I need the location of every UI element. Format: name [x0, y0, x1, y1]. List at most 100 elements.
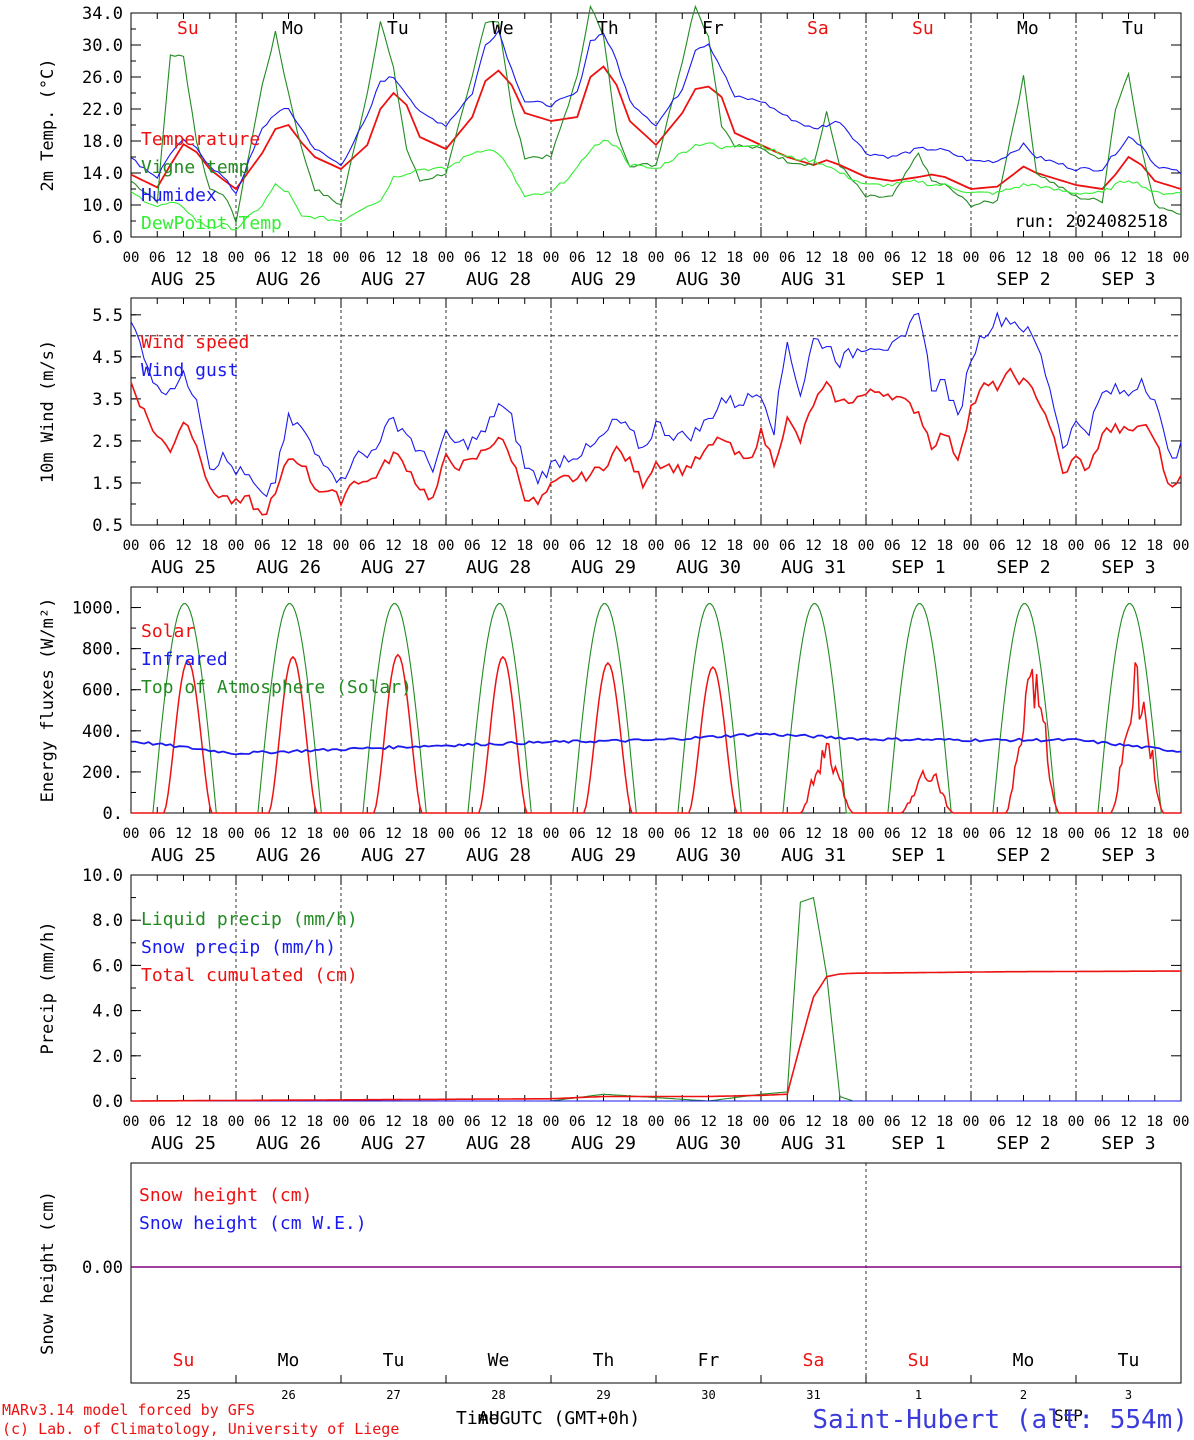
y-tick-label: 2.5 — [92, 432, 123, 452]
hour-tick-label: 06 — [1094, 538, 1111, 554]
hour-tick-label: 12 — [910, 538, 927, 554]
hour-tick-label: 18 — [726, 1114, 743, 1130]
hour-tick-label: 18 — [621, 250, 638, 266]
hour-tick-label: 00 — [438, 538, 455, 554]
date-label: AUG 29 — [571, 1133, 636, 1154]
hour-tick-label: 00 — [438, 1114, 455, 1130]
date-label: SEP 3 — [1101, 269, 1155, 290]
model-credit: MARv3.14 model forced by GFS — [2, 1401, 255, 1419]
hour-tick-label: 00 — [543, 250, 560, 266]
weekday-label: We — [488, 1350, 510, 1371]
hour-tick-label: 00 — [963, 826, 980, 842]
y-tick-label: 30.0 — [82, 36, 123, 56]
day-number-label: 3 — [1125, 1388, 1132, 1402]
hour-tick-label: 12 — [175, 826, 192, 842]
series-line-3 — [130, 139, 1182, 231]
date-label: AUG 29 — [571, 557, 636, 578]
date-label: AUG 27 — [361, 1133, 426, 1154]
hour-tick-label: 06 — [359, 538, 376, 554]
series-line-1 — [130, 4, 1182, 225]
hour-tick-label: 12 — [700, 250, 717, 266]
y-tick-label: 0.5 — [92, 516, 123, 536]
y-tick-label: 0.00 — [82, 1258, 123, 1278]
hour-tick-label: 00 — [228, 826, 245, 842]
energy-panel: 0. 200. 400. 600. 800. 1000. Energy fluxes (W/… — [38, 586, 1190, 866]
date-label: AUG 25 — [151, 269, 216, 290]
hour-tick-label: 18 — [306, 538, 323, 554]
hour-tick-label: 18 — [201, 1114, 218, 1130]
legend-entry: Liquid precip (mm/h) — [141, 909, 358, 930]
hour-tick-label: 00 — [1068, 1114, 1085, 1130]
y-tick-label: 200. — [82, 763, 123, 783]
hour-tick-label: 06 — [359, 826, 376, 842]
hour-tick-label: 00 — [1068, 826, 1085, 842]
hour-tick-label: 06 — [254, 826, 271, 842]
hour-tick-label: 06 — [779, 826, 796, 842]
hour-tick-label: 06 — [674, 250, 691, 266]
day-number-label: 1 — [915, 1388, 922, 1402]
hour-tick-label: 00 — [333, 538, 350, 554]
hour-tick-label: 12 — [700, 1114, 717, 1130]
legend-entry: Solar — [141, 621, 195, 642]
hour-tick-label: 12 — [1015, 1114, 1032, 1130]
date-label: SEP 3 — [1101, 845, 1155, 866]
date-label: SEP 3 — [1101, 1133, 1155, 1154]
weekday-label: Mo — [282, 18, 304, 39]
hour-tick-label: 00 — [543, 826, 560, 842]
hour-tick-label: 00 — [123, 1114, 140, 1130]
hour-tick-label: 18 — [1041, 250, 1058, 266]
hour-tick-label: 06 — [989, 826, 1006, 842]
y-tick-label: 6.0 — [92, 228, 123, 248]
hour-tick-label: 18 — [516, 250, 533, 266]
date-label: AUG 26 — [256, 1133, 321, 1154]
legend-entry: DewPoint Temp — [141, 213, 282, 234]
hour-tick-label: 00 — [228, 538, 245, 554]
hour-tick-label: 18 — [306, 826, 323, 842]
hour-tick-label: 12 — [1015, 826, 1032, 842]
hour-tick-label: 00 — [123, 826, 140, 842]
hour-tick-label: 00 — [858, 538, 875, 554]
hour-tick-label: 18 — [831, 538, 848, 554]
y-tick-label: 10.0 — [82, 866, 123, 886]
hour-tick-label: 12 — [1015, 250, 1032, 266]
hour-tick-label: 06 — [779, 250, 796, 266]
y-axis-label: Energy fluxes (W/m²) — [38, 598, 58, 803]
y-tick-label: 10.0 — [82, 196, 123, 216]
hour-tick-label: 18 — [1146, 826, 1163, 842]
legend-entry: Top of Atmosphere (Solar) — [141, 677, 412, 698]
weekday-label: We — [492, 18, 514, 39]
hour-tick-label: 12 — [490, 538, 507, 554]
hour-tick-label: 06 — [674, 538, 691, 554]
wind-panel: 0.5 1.5 2.5 3.5 4.5 5.5 10m Wind (m/s) Wind spe… — [38, 297, 1189, 578]
hour-tick-label: 18 — [411, 250, 428, 266]
station-title: Saint-Hubert (alt: 554m) — [812, 1405, 1188, 1435]
hour-tick-label: 12 — [910, 826, 927, 842]
day-number-label: 29 — [596, 1388, 610, 1402]
date-label: AUG 25 — [151, 845, 216, 866]
hour-tick-label: 18 — [621, 826, 638, 842]
hour-tick-label: 12 — [490, 1114, 507, 1130]
hour-tick-label: 00 — [1173, 826, 1190, 842]
legend-entry: Vigne temp — [141, 157, 249, 178]
hour-tick-label: 12 — [385, 1114, 402, 1130]
day-number-label: 30 — [701, 1388, 715, 1402]
hour-tick-label: 06 — [1094, 1114, 1111, 1130]
hour-tick-label: 00 — [1173, 1114, 1190, 1130]
day-number-label: 28 — [491, 1388, 505, 1402]
y-tick-label: 22.0 — [82, 100, 123, 120]
date-label: SEP 1 — [891, 1133, 945, 1154]
hour-tick-label: 18 — [1146, 1114, 1163, 1130]
hour-tick-label: 00 — [963, 250, 980, 266]
series-line-0 — [130, 65, 1182, 191]
y-axis-label: 2m Temp. (°C) — [38, 58, 58, 191]
hour-tick-label: 18 — [621, 538, 638, 554]
wind-series-1 — [130, 311, 1182, 498]
weekday-label: Th — [597, 18, 619, 39]
hour-tick-label: 12 — [805, 538, 822, 554]
hour-tick-label: 00 — [1068, 538, 1085, 554]
hour-tick-label: 18 — [831, 826, 848, 842]
date-label: SEP 1 — [891, 269, 945, 290]
hour-tick-label: 12 — [595, 250, 612, 266]
date-label: SEP 2 — [996, 1133, 1050, 1154]
hour-tick-label: 18 — [936, 250, 953, 266]
